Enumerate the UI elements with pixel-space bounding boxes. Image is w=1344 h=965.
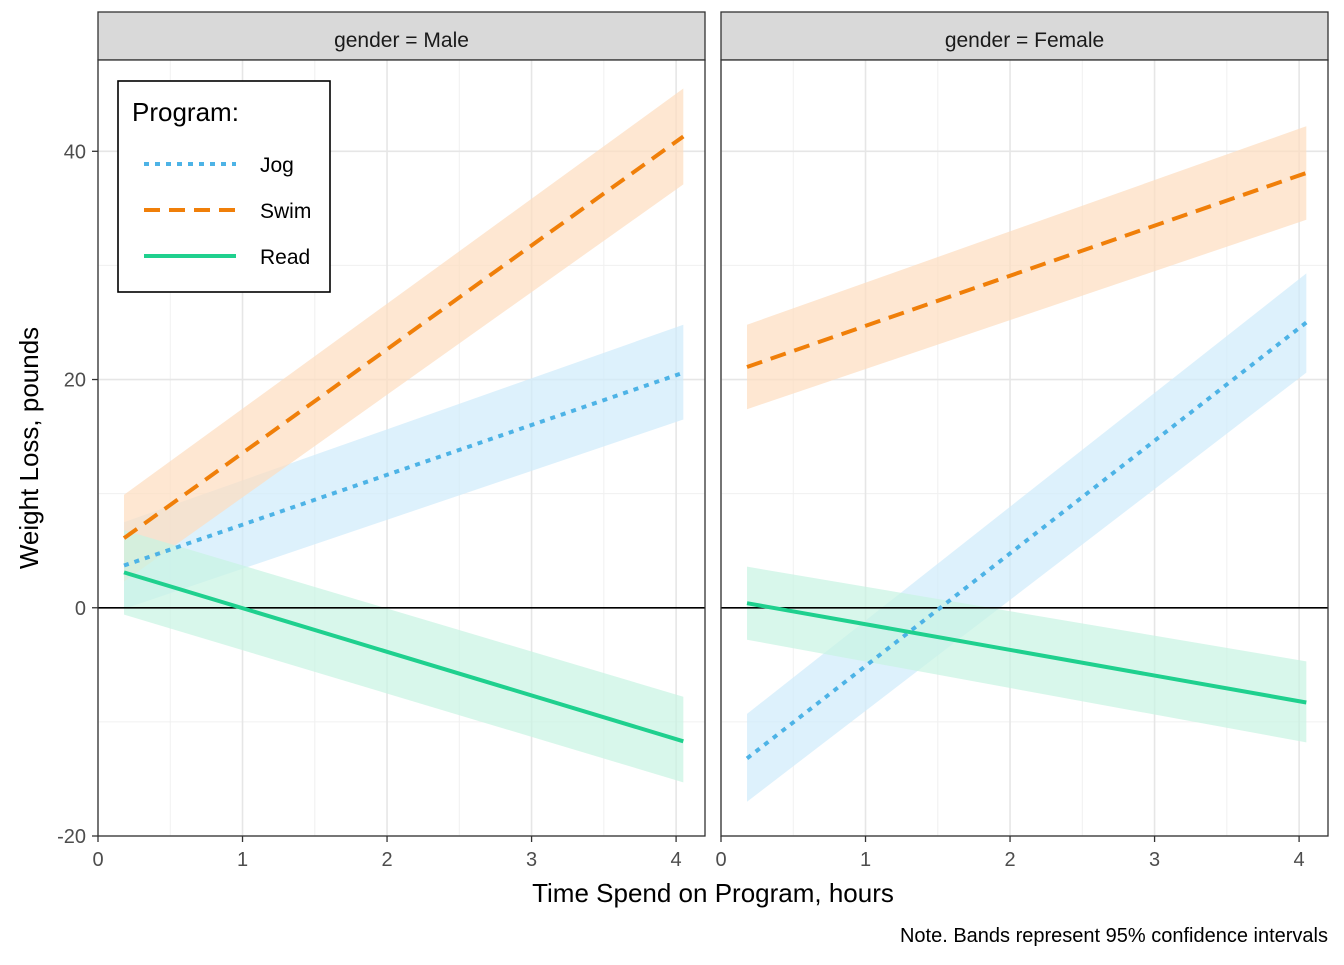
- x-tick-label: 3: [1149, 849, 1160, 871]
- facet-strip: [720, 11, 1329, 61]
- y-tick-label: 40: [64, 141, 86, 163]
- series-line-read: [123, 570, 684, 744]
- y-axis-title: Weight Loss, pounds: [14, 327, 44, 569]
- x-tick-label: 3: [526, 849, 537, 871]
- panel-border: [97, 59, 706, 837]
- band-swim: [124, 88, 684, 582]
- series-line-jog: [745, 320, 1308, 760]
- series-line-read: [746, 601, 1307, 705]
- band-swim: [747, 126, 1307, 410]
- x-tick-label: 1: [237, 849, 248, 871]
- x-tick-label: 1: [860, 849, 871, 871]
- facet-strip-label: gender = Male: [334, 29, 469, 52]
- panel-border: [720, 59, 1329, 837]
- legend-label-read: Read: [260, 246, 310, 269]
- band-jog: [124, 324, 684, 609]
- legend-label-jog: Jog: [260, 154, 294, 177]
- x-tick-label: 2: [1004, 849, 1015, 871]
- facet-strip: [97, 11, 706, 61]
- legend: Program: Jog Swim Read: [117, 80, 331, 293]
- x-tick-label: 0: [715, 849, 726, 871]
- x-axis-title: Time Spend on Program, hours: [532, 878, 894, 908]
- legend-label-swim: Swim: [260, 200, 311, 223]
- y-tick-label: 0: [75, 598, 86, 620]
- panel-female: gender = Female 0 1 2 3 4: [715, 11, 1329, 871]
- y-tick-label: 20: [64, 370, 86, 392]
- facet-strip-label: gender = Female: [945, 29, 1104, 52]
- x-tick-label: 4: [671, 849, 682, 871]
- y-tick-label: -20: [57, 826, 86, 848]
- legend-title: Program:: [132, 97, 239, 127]
- caption-note: Note. Bands represent 95% confidence int…: [900, 925, 1328, 947]
- x-tick-label: 4: [1294, 849, 1305, 871]
- x-tick-label: 2: [381, 849, 392, 871]
- series-line-swim: [122, 134, 685, 540]
- x-tick-label: 0: [92, 849, 103, 871]
- band-jog: [747, 273, 1307, 802]
